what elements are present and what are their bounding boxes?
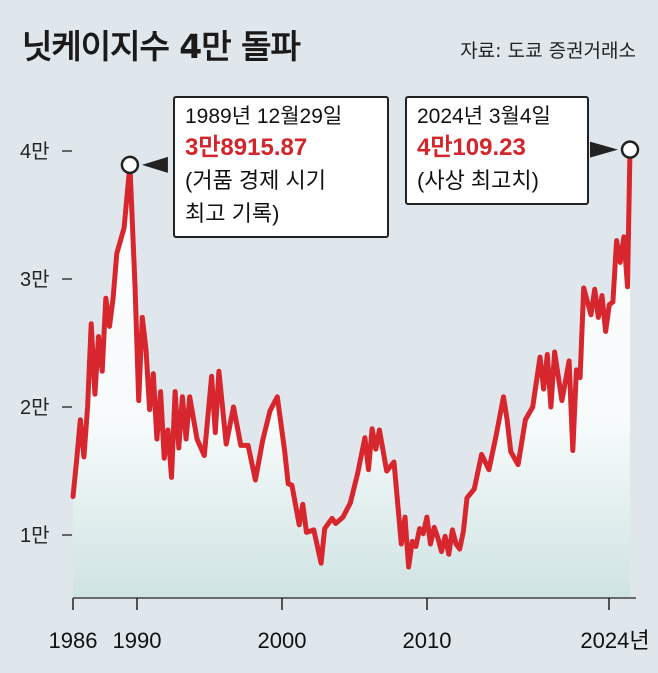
peak-1989-value: 3만8915.87	[185, 134, 308, 161]
x-tick-label-2000: 2000	[258, 628, 307, 653]
peak-2024-note: (사상 최고치)	[417, 168, 539, 193]
peak-1989-note-line2: 최고 기록)	[185, 201, 280, 226]
y-tick-label-1만: 1만	[20, 524, 50, 547]
x-tick-label-2010: 2010	[403, 628, 452, 653]
nikkei-series-line	[70, 147, 633, 570]
peak-2024-value: 4만109.23	[417, 134, 526, 161]
peak-2024-callout: 2024년 3월4일 4만109.23 (사상 최고치)	[405, 96, 589, 205]
peak-2024-pointer	[590, 141, 618, 158]
peak-2024-marker	[620, 140, 640, 159]
x-tick-label-2024: 2024년	[580, 628, 649, 653]
chart-title: 닛케이지수 4만 돌파	[22, 27, 301, 66]
y-tick-label-3만: 3만	[20, 268, 50, 291]
x-tick-label-1986: 1986	[49, 628, 98, 653]
source-label: 자료: 도쿄 증권거래소	[460, 40, 636, 62]
x-tick-label-1990: 1990	[113, 628, 162, 653]
area-fill	[73, 149, 630, 598]
peak-1989-pointer	[141, 156, 168, 173]
y-tick-label-2만: 2만	[20, 396, 50, 419]
peak-2024-date: 2024년 3월4일	[417, 105, 551, 128]
peak-1989-date: 1989년 12월29일	[185, 105, 343, 128]
peak-1989-marker	[120, 155, 140, 175]
y-tick-label-4만: 4만	[20, 140, 50, 163]
peak-1989-callout: 1989년 12월29일 3만8915.87 (거품 경제 시기 최고 기록)	[173, 96, 389, 238]
peak-1989-note-line1: (거품 경제 시기	[185, 168, 326, 193]
